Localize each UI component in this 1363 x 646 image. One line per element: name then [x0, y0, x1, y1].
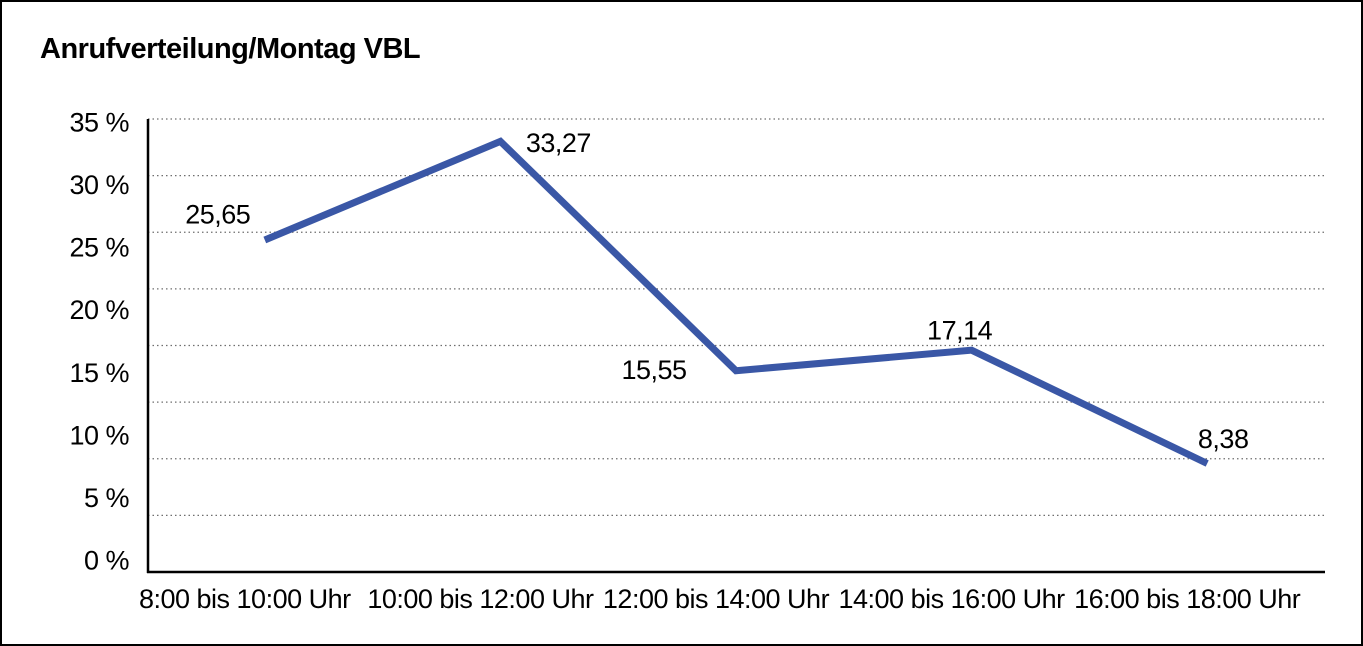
y-axis-tick-label: 0 % [84, 546, 130, 576]
x-axis-category-label: 8:00 bis 10:00 Uhr [139, 584, 351, 614]
y-axis-tick-label: 25 % [69, 233, 129, 263]
data-series-line [263, 137, 1209, 467]
y-axis-tick-label: 35 % [69, 108, 129, 138]
data-point-label: 8,38 [1198, 424, 1249, 454]
x-axis-category-label: 10:00 bis 12:00 Uhr [367, 584, 594, 614]
x-axis-category-label: 12:00 bis 14:00 Uhr [603, 584, 830, 614]
x-axis-category-label: 14:00 bis 16:00 Uhr [839, 584, 1066, 614]
x-axis-category-label: 16:00 bis 18:00 Uhr [1074, 584, 1301, 614]
data-point-label: 17,14 [927, 316, 993, 346]
data-point-label: 25,65 [185, 200, 250, 230]
chart-title: Anrufverteilung/Montag VBL [40, 33, 421, 65]
y-axis-tick-label: 30 % [69, 170, 129, 200]
data-point-label: 15,55 [621, 355, 686, 385]
y-axis-tick-label: 20 % [69, 295, 129, 325]
y-axis-tick-label: 15 % [69, 358, 129, 388]
y-axis-tick-label: 10 % [69, 420, 129, 450]
data-point-label: 33,27 [526, 128, 591, 158]
y-axis-tick-label: 5 % [84, 483, 130, 513]
